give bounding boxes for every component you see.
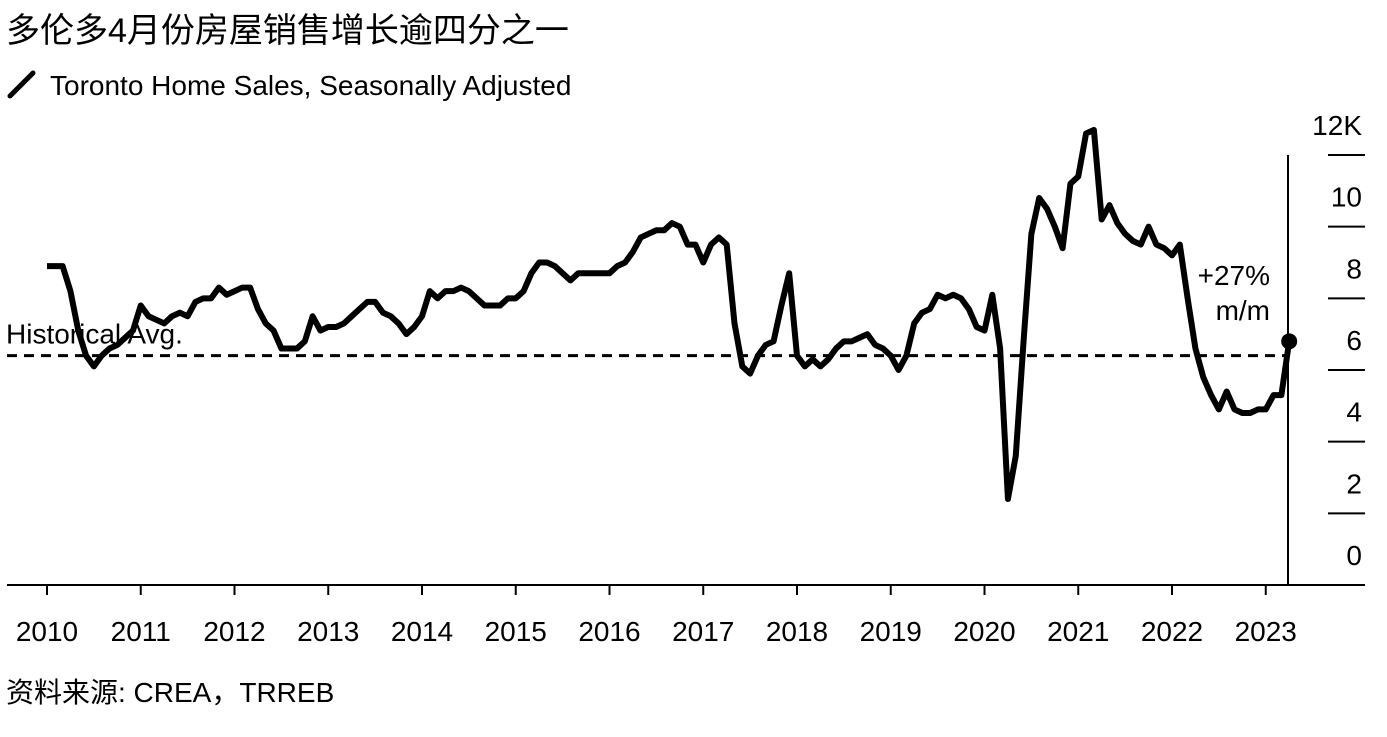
end-point [1281, 333, 1298, 350]
x-tick-label: 2016 [578, 616, 640, 647]
x-tick-label: 2010 [16, 616, 78, 647]
legend-swatch [7, 70, 36, 99]
x-tick-label: 2020 [953, 616, 1015, 647]
source: 资料来源: CREA，TRREB [6, 677, 334, 708]
x-tick-label: 2014 [391, 616, 453, 647]
legend-label: Toronto Home Sales, Seasonally Adjusted [50, 70, 571, 101]
chart-title: 多伦多4月份房屋销售增长逾四分之一 [6, 12, 569, 50]
annotation: m/m [1216, 295, 1270, 326]
x-tick-label: 2013 [297, 616, 359, 647]
reference-label: Historical Avg. [6, 319, 183, 350]
y-tick-label: 4 [1346, 397, 1362, 428]
y-tick-label: 10 [1331, 182, 1362, 213]
x-tick-label: 2012 [203, 616, 265, 647]
x-tick-label: 2019 [860, 616, 922, 647]
y-tick-label: 2 [1346, 468, 1362, 499]
x-tick-label: 2017 [672, 616, 734, 647]
x-tick-label: 2018 [766, 616, 828, 647]
y-tick-label: 0 [1346, 540, 1362, 571]
x-tick-label: 2022 [1141, 616, 1203, 647]
y-tick-label: 6 [1346, 325, 1362, 356]
line [47, 126, 1293, 502]
y-tick-label: 8 [1346, 253, 1362, 284]
x-tick-label: 2015 [485, 616, 547, 647]
x-tick-label: 2023 [1235, 616, 1297, 647]
annotation: +27% [1198, 260, 1270, 291]
x-tick-label: 2011 [111, 616, 171, 647]
y-tick-label: 12K [1312, 110, 1362, 141]
x-tick-label: 2021 [1047, 616, 1109, 647]
